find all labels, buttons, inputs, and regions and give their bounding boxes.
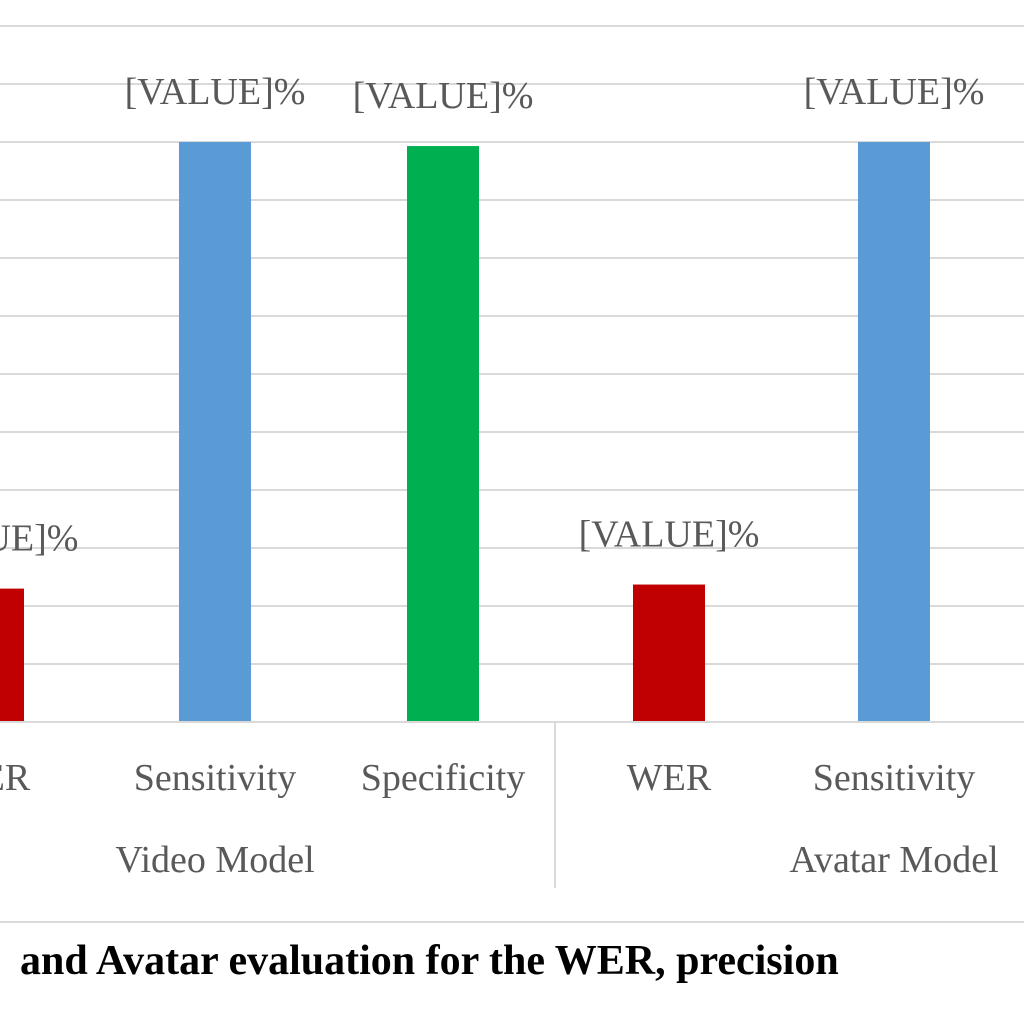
data-label: [VALUE]% <box>579 514 760 556</box>
data-label: [VALUE]% <box>353 75 534 117</box>
category-tick-labels: WERSensitivitySpecificityWERSensitivityS… <box>0 757 976 799</box>
figure-caption: and Avatar evaluation for the WER, preci… <box>20 938 839 984</box>
bar-wer-video-model <box>0 588 24 722</box>
bar-specificity-video-model <box>407 146 479 722</box>
bar-sensitivity-video-model <box>179 142 251 722</box>
data-label: [VALUE]% <box>804 71 985 113</box>
category-label: Sensitivity <box>813 757 976 799</box>
bar-sensitivity-avatar-model <box>858 142 930 722</box>
category-label: WER <box>627 757 712 799</box>
category-label: WER <box>0 757 31 799</box>
data-label: [VALUE]% <box>0 518 78 560</box>
group-labels: Video Model Avatar Model <box>115 839 998 881</box>
data-label: [VALUE]% <box>125 71 306 113</box>
data-labels: [VALUE]% [VALUE]% [VALUE]% [VALUE]% [VALUE]%… <box>0 71 985 560</box>
group-label: Video Model <box>115 839 314 881</box>
category-label: Specificity <box>361 757 526 799</box>
category-label: Sensitivity <box>134 757 297 799</box>
group-label: Avatar Model <box>789 839 998 881</box>
bar-wer-avatar-model <box>633 584 705 722</box>
gridlines <box>0 25 1024 665</box>
bars <box>0 142 930 722</box>
